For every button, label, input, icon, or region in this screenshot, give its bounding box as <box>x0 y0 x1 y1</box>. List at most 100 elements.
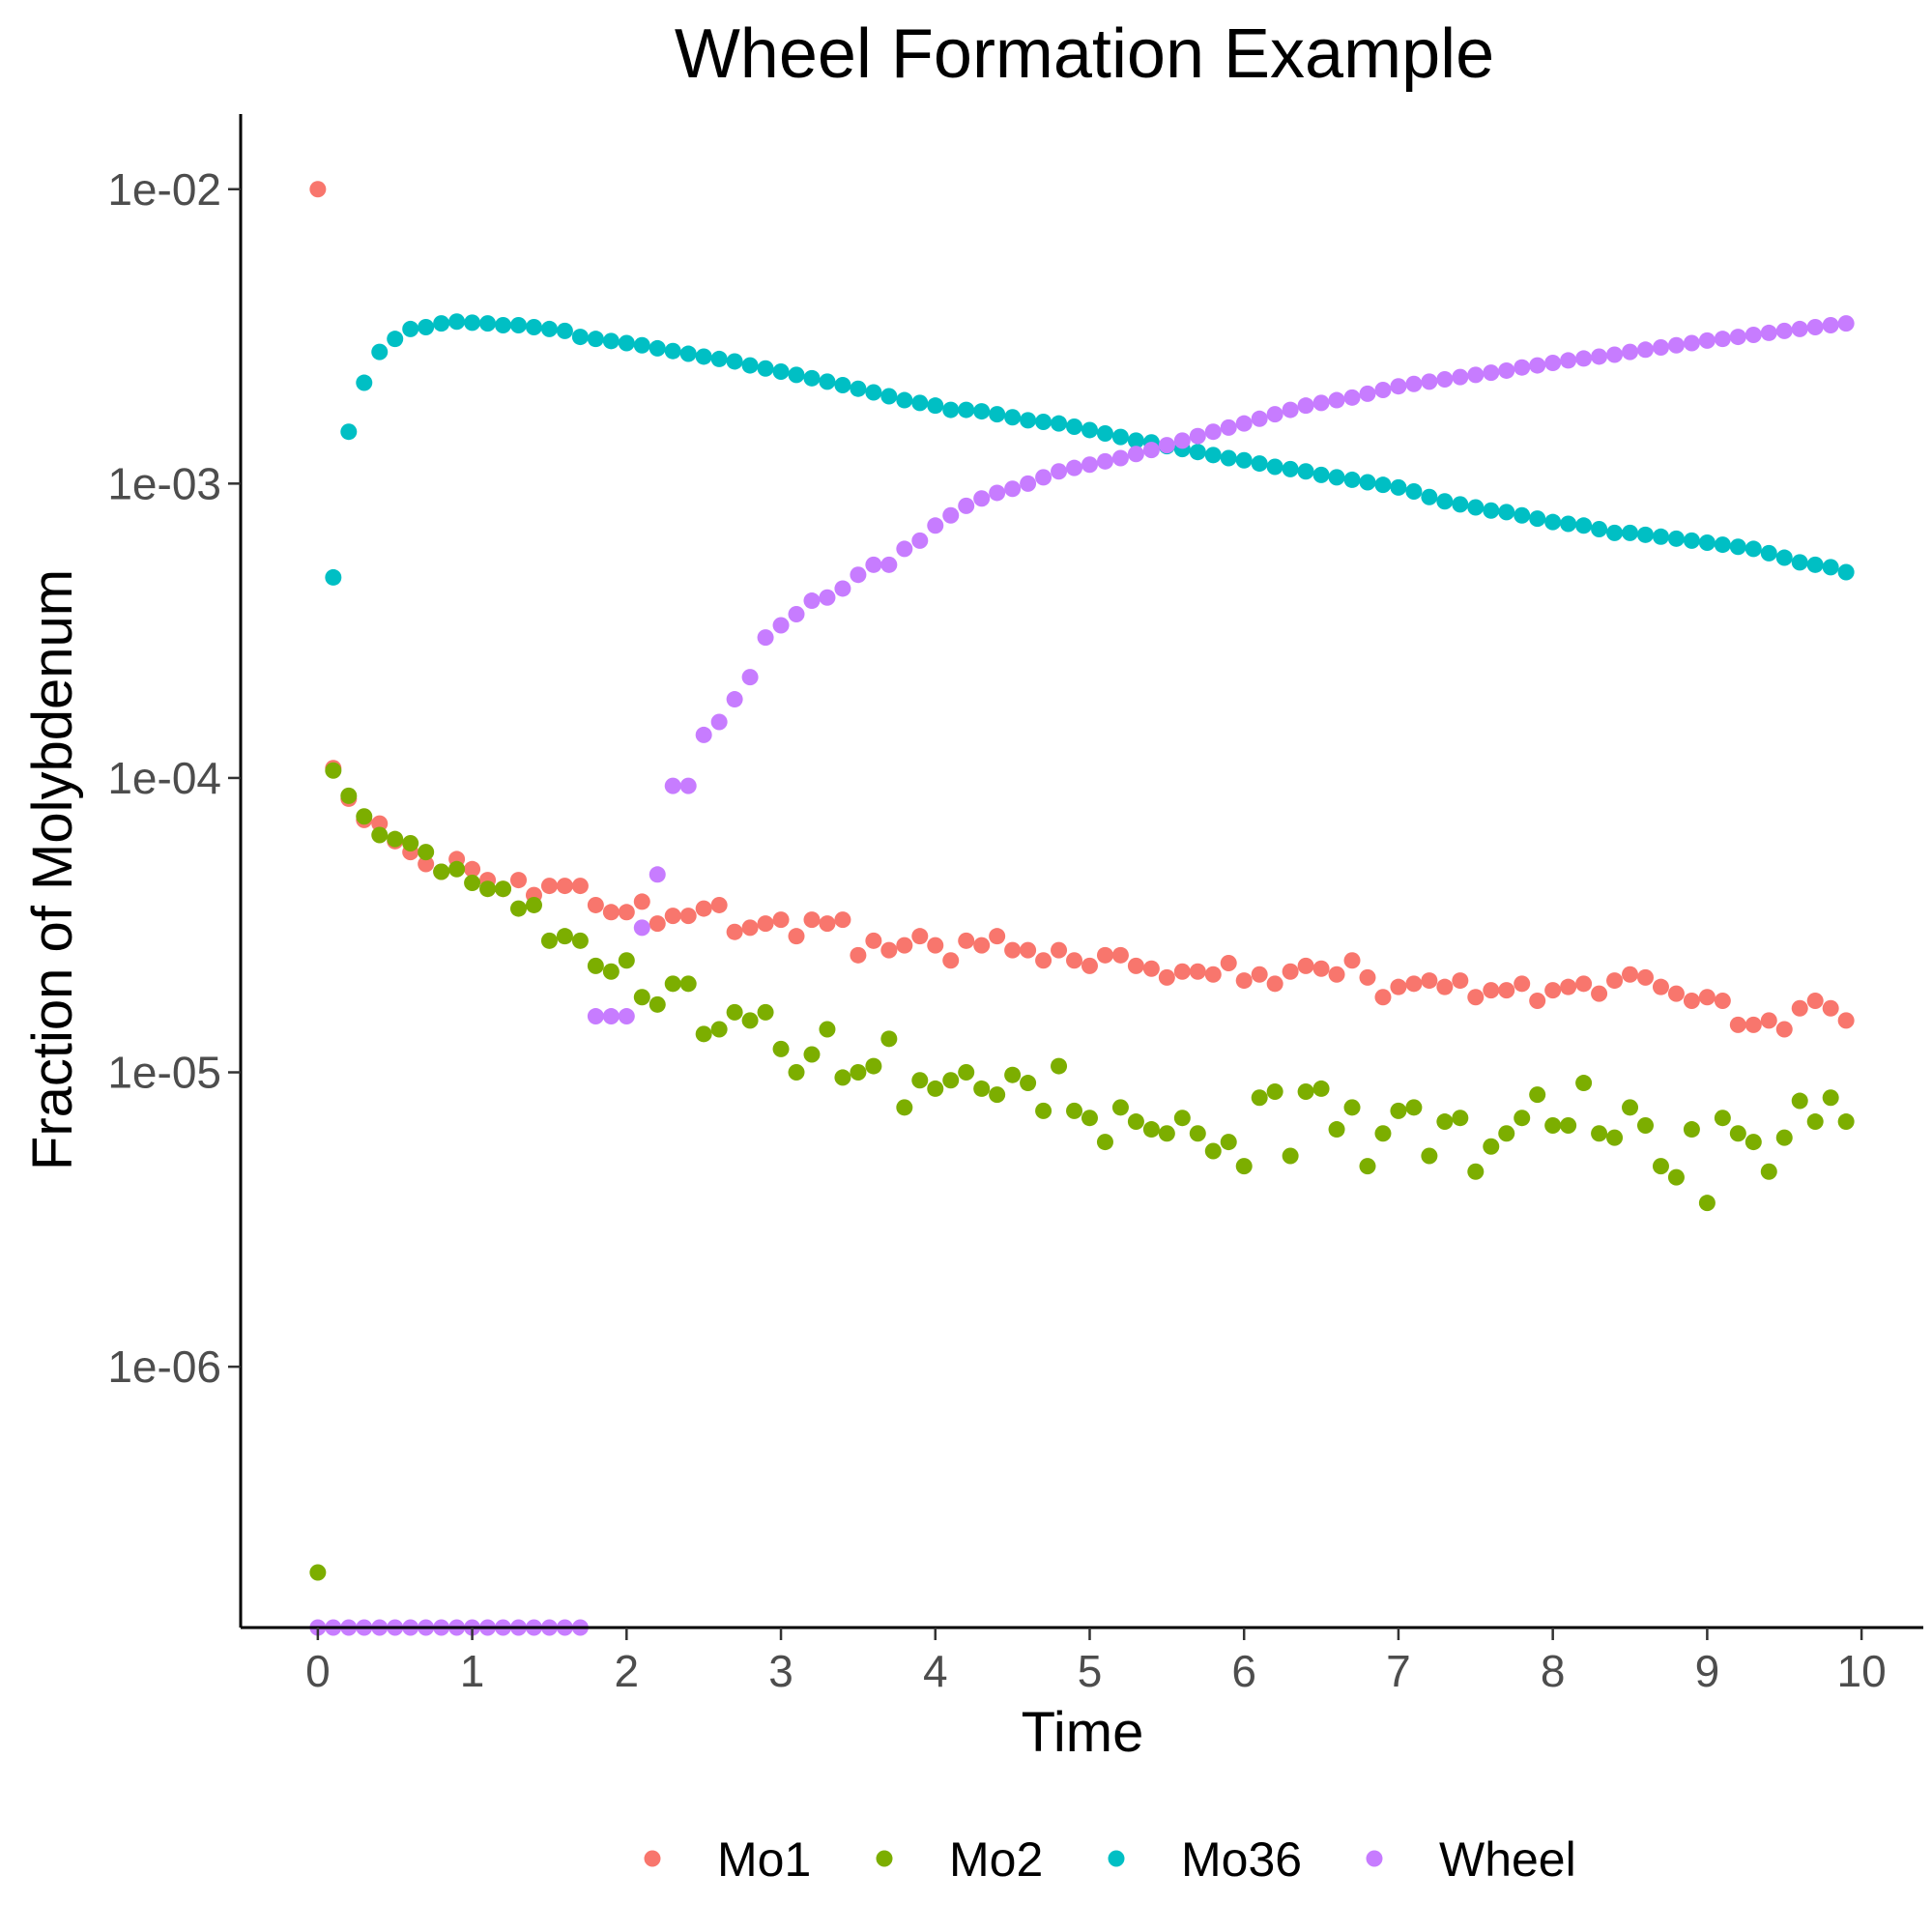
point-mo1 <box>1837 1012 1855 1029</box>
point-wheel <box>834 580 851 597</box>
point-mo2 <box>1729 1125 1746 1142</box>
point-mo36 <box>1591 521 1608 538</box>
legend-label-mo36: Mo36 <box>1181 1832 1302 1887</box>
point-mo2 <box>679 975 697 993</box>
x-tick-label: 7 <box>1386 1646 1411 1696</box>
point-mo1 <box>1343 952 1361 969</box>
point-mo1 <box>1405 975 1423 993</box>
point-mo1 <box>788 928 805 945</box>
point-mo36 <box>1529 510 1546 528</box>
point-mo1 <box>1282 963 1299 980</box>
point-mo2 <box>1806 1113 1824 1131</box>
point-mo2 <box>1127 1113 1144 1131</box>
point-mo2 <box>340 787 358 804</box>
point-mo2 <box>911 1072 929 1089</box>
point-wheel <box>942 506 960 524</box>
point-mo36 <box>418 318 435 335</box>
point-mo36 <box>757 360 774 377</box>
point-mo36 <box>1051 415 1068 432</box>
point-wheel <box>865 556 882 573</box>
point-mo36 <box>633 336 650 354</box>
legend-label-mo1: Mo1 <box>717 1832 811 1887</box>
point-mo36 <box>1066 418 1083 436</box>
point-mo36 <box>587 331 604 348</box>
point-wheel <box>649 866 666 883</box>
point-mo36 <box>1127 432 1144 449</box>
point-mo2 <box>525 896 542 913</box>
point-mo2 <box>448 860 466 878</box>
point-wheel <box>1096 452 1113 470</box>
point-wheel <box>911 532 929 549</box>
point-mo1 <box>1652 978 1669 995</box>
point-mo1 <box>1127 957 1144 974</box>
point-mo36 <box>1498 504 1515 521</box>
point-wheel <box>1081 456 1098 474</box>
point-mo36 <box>402 320 419 337</box>
point-mo36 <box>1667 530 1685 547</box>
point-mo1 <box>1822 999 1839 1017</box>
point-mo2 <box>1837 1113 1855 1131</box>
point-wheel <box>1837 315 1855 332</box>
point-mo36 <box>772 363 790 381</box>
point-mo2 <box>1529 1086 1546 1104</box>
point-wheel <box>1035 469 1053 486</box>
point-wheel <box>1698 332 1716 349</box>
point-mo2 <box>325 762 342 779</box>
point-mo1 <box>679 908 697 925</box>
point-mo2 <box>387 830 404 848</box>
point-mo2 <box>741 1012 759 1029</box>
point-wheel <box>1004 480 1022 498</box>
point-mo2 <box>1560 1116 1577 1134</box>
point-mo36 <box>1698 533 1716 551</box>
point-mo2 <box>1312 1080 1330 1097</box>
point-mo1 <box>1791 999 1808 1017</box>
point-mo36 <box>973 403 991 420</box>
point-mo1 <box>989 928 1006 945</box>
point-mo36 <box>540 320 558 337</box>
x-tick-label: 2 <box>615 1646 640 1696</box>
point-mo36 <box>649 339 666 357</box>
point-mo1 <box>649 915 666 933</box>
point-mo1 <box>1683 992 1700 1009</box>
point-wheel <box>1374 381 1392 398</box>
point-mo2 <box>418 844 435 861</box>
point-mo2 <box>1622 1099 1639 1116</box>
point-wheel <box>1421 373 1438 390</box>
x-axis-ticks: 0 1 2 3 4 5 6 7 8 9 10 <box>305 1628 1887 1696</box>
point-mo2 <box>942 1072 960 1089</box>
y-axis-ticks: 1e-06 1e-05 1e-04 1e-03 1e-02 <box>107 164 241 1392</box>
point-mo36 <box>927 397 944 415</box>
point-mo1 <box>1622 966 1639 983</box>
point-mo2 <box>973 1080 991 1097</box>
point-mo1 <box>1498 982 1515 999</box>
point-wheel <box>1066 459 1083 476</box>
point-mo1 <box>1514 975 1531 993</box>
point-mo2 <box>1020 1075 1037 1092</box>
point-mo36 <box>1483 502 1500 519</box>
point-mo1 <box>556 878 573 895</box>
point-wheel <box>633 919 650 937</box>
point-mo36 <box>1606 524 1624 541</box>
point-wheel <box>1498 361 1515 379</box>
point-mo2 <box>1683 1121 1700 1139</box>
point-mo1 <box>418 855 435 873</box>
point-mo36 <box>1837 563 1855 581</box>
point-mo36 <box>911 394 929 412</box>
point-mo2 <box>1035 1102 1053 1119</box>
point-mo36 <box>1297 463 1314 480</box>
point-mo2 <box>1452 1110 1469 1127</box>
point-mo2 <box>803 1046 821 1063</box>
point-mo36 <box>1652 528 1669 545</box>
point-mo36 <box>448 313 466 331</box>
point-mo1 <box>1591 985 1608 1002</box>
point-mo36 <box>1343 471 1361 488</box>
point-mo1 <box>695 900 712 917</box>
point-mo36 <box>1111 428 1129 446</box>
point-mo1 <box>772 911 790 929</box>
point-mo1 <box>958 932 975 949</box>
point-mo2 <box>819 1021 836 1038</box>
point-mo2 <box>989 1086 1006 1104</box>
point-mo2 <box>1158 1125 1175 1142</box>
point-mo36 <box>1251 455 1268 473</box>
